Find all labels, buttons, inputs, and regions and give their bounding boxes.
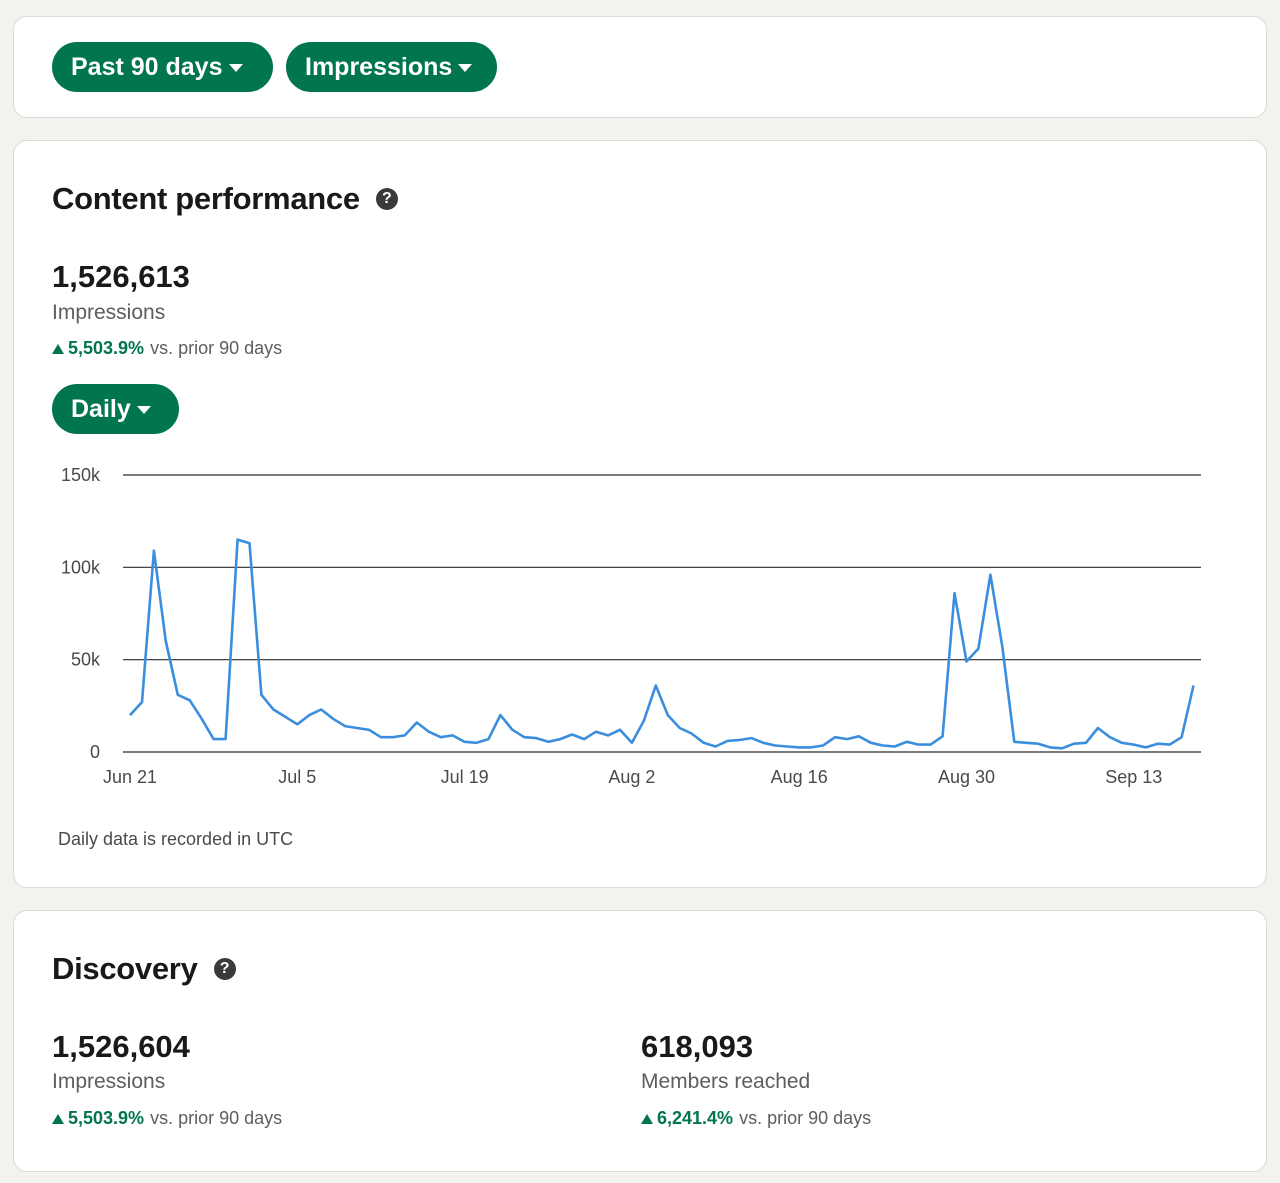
content-performance-card: Content performance ? 1,526,613 Impressi… [13,140,1267,888]
delta-text: vs. prior 90 days [150,338,283,358]
y-tick-label: 100k [61,557,101,577]
granularity-label: Daily [71,394,131,423]
discovery-impressions-label: Impressions [52,1070,166,1093]
x-tick-label: Aug 30 [938,767,995,787]
chart-y-ticks: 0 50k 100k 150k [61,465,101,762]
impressions-line-chart: 0 50k 100k 150k Jun 21 Jul 5 Jul 19 Aug 2 Aug 1… [61,465,1201,787]
x-tick-label: Jul 5 [278,767,316,787]
y-tick-label: 150k [61,465,101,485]
delta-percent: 5,503.9% [68,1108,145,1128]
caret-down-icon [136,406,151,414]
members-reached-label: Members reached [641,1070,811,1093]
arrow-up-icon [641,1113,653,1124]
x-tick-label: Jul 19 [441,767,489,787]
x-tick-label: Jun 21 [103,767,157,787]
granularity-dropdown[interactable]: Daily [52,384,179,434]
chart-series [129,538,1195,750]
question-circle-icon[interactable]: ? [375,188,398,210]
section-title: Content performance ? [52,181,398,217]
y-tick-label: 50k [71,650,101,670]
impressions-delta: 5,503.9% vs. prior 90 days [52,338,282,359]
discovery-card: Discovery ? 1,526,604 Impressions 5,503.… [13,910,1267,1172]
discovery-impressions-value: 1,526,604 [52,1029,190,1064]
chart-gridlines [123,474,1201,753]
caret-down-icon [458,64,473,72]
caret-down-icon [228,64,243,72]
impressions-total: 1,526,613 [52,259,190,294]
x-tick-label: Sep 13 [1105,767,1162,787]
delta-text: vs. prior 90 days [150,1108,283,1128]
y-tick-label: 0 [90,742,100,762]
impressions-label: Impressions [52,301,166,324]
members-reached-delta: 6,241.4% vs. prior 90 days [641,1108,871,1129]
date-range-dropdown[interactable]: Past 90 days [52,42,273,92]
chart-x-ticks: Jun 21 Jul 5 Jul 19 Aug 2 Aug 16 Aug 30 Sep 13 [103,767,1162,787]
discovery-impressions-delta: 5,503.9% vs. prior 90 days [52,1108,282,1129]
question-circle-icon[interactable]: ? [213,958,236,980]
arrow-up-icon [52,343,64,354]
filters-card: Past 90 days Impressions [13,16,1267,118]
section-title: Discovery ? [52,951,236,987]
date-range-label: Past 90 days [71,52,223,81]
delta-text: vs. prior 90 days [739,1108,872,1128]
impressions-series-line [129,538,1195,750]
utc-footnote: Daily data is recorded in UTC [58,829,294,849]
delta-percent: 6,241.4% [657,1108,734,1128]
content-performance-title: Content performance [52,181,360,216]
arrow-up-icon [52,1113,64,1124]
x-tick-label: Aug 2 [608,767,655,787]
metric-dropdown[interactable]: Impressions [286,42,497,92]
members-reached-value: 618,093 [641,1029,754,1064]
metric-label: Impressions [305,52,453,81]
x-tick-label: Aug 16 [771,767,828,787]
delta-percent: 5,503.9% [68,338,145,358]
discovery-title: Discovery [52,951,198,986]
